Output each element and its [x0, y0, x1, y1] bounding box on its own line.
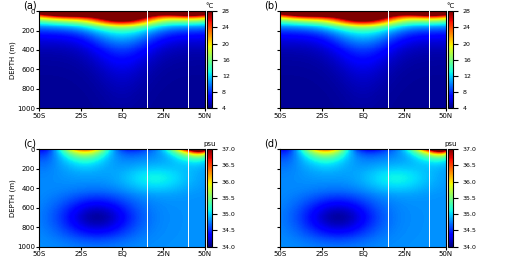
Y-axis label: DEPTH (m): DEPTH (m) [9, 179, 16, 217]
Title: °C: °C [447, 3, 455, 9]
Text: (d): (d) [264, 138, 278, 148]
Title: psu: psu [203, 142, 216, 147]
Text: (a): (a) [22, 0, 36, 10]
Title: °C: °C [206, 3, 214, 9]
Title: psu: psu [445, 142, 457, 147]
Y-axis label: DEPTH (m): DEPTH (m) [9, 41, 16, 79]
Text: (b): (b) [264, 0, 278, 10]
Text: (c): (c) [22, 138, 36, 148]
